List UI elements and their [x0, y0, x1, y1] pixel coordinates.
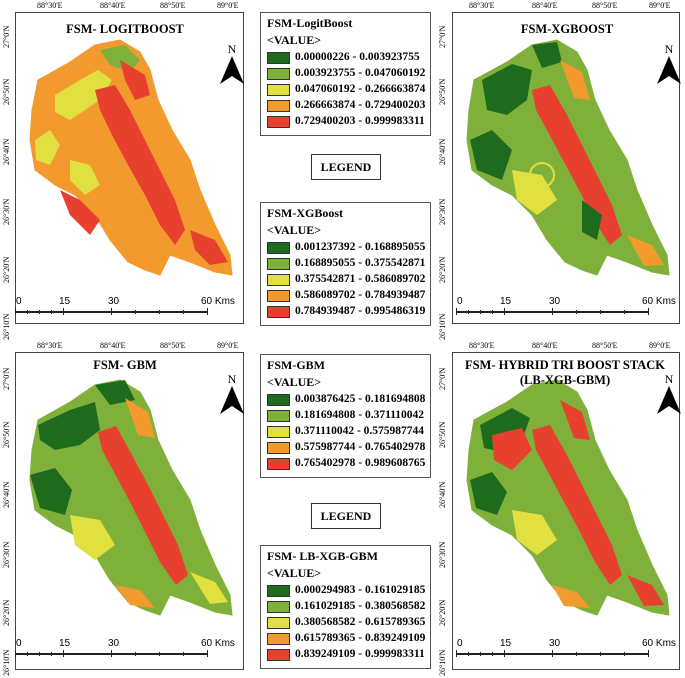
scale-label: 15 [59, 296, 71, 307]
legend-heading: LEGEND [311, 503, 381, 529]
north-label: N [664, 42, 674, 56]
panel-subtitle: (LB-XGB-GBM) [519, 373, 611, 387]
map-panel-logitboost: 88°30'E 88°40'E 88°50'E 89°0'E 27°0'N 26… [0, 0, 260, 340]
map-panel-xgboost: 88°30'E 88°40'E 88°50'E 89°0'E 27°0'N 26… [432, 0, 685, 340]
north-label: N [227, 372, 237, 386]
scale-label: 15 [59, 638, 71, 649]
legend-value-label: <VALUE> [267, 375, 322, 389]
legend-xgboost: FSM-XGBoost <VALUE> 0.001237392 - 0.1688… [260, 202, 431, 326]
map-panel-gbm: 88°30'E 88°40'E 88°50'E 89°0'E 27°0'N 26… [0, 340, 260, 678]
legend-value-label: <VALUE> [267, 223, 322, 237]
susceptibility-map [29, 39, 233, 276]
scale-label: 0 [457, 296, 463, 307]
susceptibility-map [466, 379, 670, 616]
scale-label: 0 [16, 638, 22, 649]
panel-title: FSM-XGBOOST [520, 22, 614, 36]
scale-label: 60 Kms [201, 638, 235, 649]
lon-label: 88°40'E [532, 341, 558, 350]
legend-gbm: FSM-GBM <VALUE> 0.003876425 - 0.18169480… [260, 354, 431, 478]
lon-label: 88°30'E [37, 1, 63, 10]
scale-label: 30 [108, 638, 120, 649]
lon-label: 88°30'E [469, 1, 495, 10]
lon-label: 89°0'E [217, 1, 239, 10]
scale-label: 60 Kms [642, 296, 676, 307]
lon-label: 88°50'E [592, 341, 618, 350]
north-arrow: N [220, 42, 244, 84]
legend-logitboost: FSM-LogitBoost <VALUE> 0.00000226 - 0.00… [260, 12, 431, 136]
scale-label: 30 [549, 638, 561, 649]
lon-label: 88°50'E [592, 1, 618, 10]
lon-label: 88°40'E [532, 1, 558, 10]
scale-label: 30 [549, 296, 561, 307]
north-label: N [664, 372, 674, 386]
scale-bar: 0 15 30 60 Kms [456, 638, 676, 660]
lon-label: 88°40'E [100, 341, 126, 350]
panel-title: FSM- HYBRID TRI BOOST STACK [464, 358, 666, 372]
map-panel-hybrid: 88°30'E 88°40'E 88°50'E 89°0'E 27°0'N 26… [432, 340, 685, 678]
scale-bar: 0 15 30 60 Kms [15, 638, 235, 660]
north-arrow: N [220, 372, 244, 414]
north-arrow: N [657, 372, 681, 414]
lon-label: 88°50'E [160, 1, 186, 10]
north-arrow: N [657, 42, 681, 84]
scale-label: 30 [108, 296, 120, 307]
legend-title: FSM-XGBoost [267, 206, 343, 220]
lon-label: 88°30'E [469, 341, 495, 350]
lon-label: 89°0'E [217, 341, 239, 350]
scale-label: 60 Kms [201, 296, 235, 307]
legend-value-label: <VALUE> [267, 33, 322, 47]
scale-label: 15 [500, 638, 512, 649]
lon-label: 88°40'E [100, 1, 126, 10]
lon-label: 89°0'E [649, 341, 671, 350]
scale-label: 0 [16, 296, 22, 307]
legend-title: FSM- LB-XGB-GBM [267, 549, 378, 563]
lon-label: 89°0'E [649, 1, 671, 10]
scale-label: 60 Kms [642, 638, 676, 649]
panel-title: FSM- LOGITBOOST [66, 22, 184, 36]
legend-heading: LEGEND [311, 154, 381, 180]
legend-lb-xgb-gbm: FSM- LB-XGB-GBM <VALUE> 0.000294983 - 0.… [260, 545, 431, 669]
scale-label: 15 [500, 296, 512, 307]
legend-title: FSM-LogitBoost [267, 16, 353, 30]
legend-value-label: <VALUE> [267, 566, 322, 580]
susceptibility-map [466, 39, 670, 276]
north-label: N [227, 42, 237, 56]
scale-bar: 0 15 30 60 Kms [15, 296, 235, 318]
susceptibility-map [29, 379, 233, 616]
scale-label: 0 [457, 638, 463, 649]
panel-title: FSM- GBM [93, 358, 157, 372]
legend-title: FSM-GBM [267, 358, 325, 372]
lon-label: 88°30'E [37, 341, 63, 350]
scale-bar: 0 15 30 60 Kms [456, 296, 676, 318]
lon-label: 88°50'E [160, 341, 186, 350]
